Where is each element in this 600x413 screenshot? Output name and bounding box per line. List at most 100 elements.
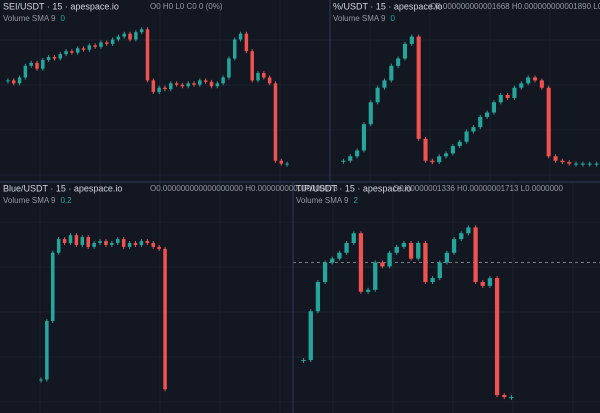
candle: [192, 83, 196, 85]
candle: [464, 131, 469, 142]
ohlc: O0 H0 L0 C0 0 (0%): [150, 2, 223, 11]
candle: [180, 84, 185, 87]
candle: [587, 163, 592, 165]
candle: [444, 252, 450, 263]
candle: [519, 83, 524, 88]
candle: [387, 252, 392, 267]
candle: [567, 162, 572, 164]
candle: [394, 246, 399, 253]
candle: [41, 59, 45, 69]
candle: [92, 243, 96, 247]
candle: [93, 45, 97, 47]
candle: [539, 80, 544, 88]
volume-value: 0.2: [60, 196, 72, 205]
volume-label: Volume SMA 9: [296, 196, 349, 205]
candle: [396, 58, 401, 66]
candle: [110, 39, 115, 44]
candle: [574, 163, 579, 165]
volume-value: 2: [353, 196, 358, 205]
candle: [450, 146, 455, 154]
candle: [68, 235, 73, 243]
candle: [532, 77, 538, 81]
symbol: %/USDT · 15 · apespace.io: [333, 1, 442, 11]
candle: [17, 77, 22, 84]
candle: [80, 237, 85, 245]
candle: [382, 80, 387, 88]
candle: [81, 48, 86, 50]
candle: [256, 73, 260, 81]
candle: [430, 160, 435, 163]
candle: [389, 65, 394, 81]
candle: [169, 83, 173, 90]
candle: [301, 360, 306, 361]
candle: [74, 235, 79, 245]
ohlc: O0.000000000001668 H0.000000000001890 L0…: [430, 2, 600, 11]
candle: [512, 87, 517, 98]
candle: [358, 233, 364, 292]
candle: [215, 83, 220, 87]
candle: [121, 239, 126, 247]
candle: [209, 81, 214, 87]
candle: [75, 48, 80, 53]
candle: [116, 239, 120, 243]
candle: [348, 156, 353, 161]
candle: [39, 379, 43, 381]
candle: [157, 246, 161, 249]
candle: [98, 241, 102, 243]
candle: [380, 262, 385, 267]
candle: [560, 160, 565, 163]
ohlc: O0.000000000000000000 H0.000000000000000…: [150, 184, 338, 193]
candle: [322, 262, 328, 282]
candle: [133, 243, 138, 245]
candle: [437, 262, 442, 279]
candle: [330, 258, 335, 263]
candle: [509, 397, 514, 399]
candle: [466, 227, 471, 234]
candle: [267, 77, 272, 84]
candle: [502, 395, 507, 398]
symbol: SEI/USDT · 15 · apespace.io: [3, 1, 119, 11]
candle: [430, 278, 435, 282]
candle: [308, 311, 313, 360]
candle: [58, 54, 62, 59]
candle: [491, 102, 496, 113]
candle: [99, 42, 103, 47]
candle: [104, 241, 108, 245]
candle: [122, 33, 126, 37]
candle: [70, 51, 74, 53]
candle: [186, 83, 190, 87]
candle: [62, 239, 67, 243]
candle: [227, 58, 231, 78]
candle: [355, 150, 360, 157]
candle: [373, 262, 378, 290]
candle: [444, 153, 449, 157]
symbol: Blue/USDT · 15 · apespace.io: [3, 183, 122, 193]
candle: [337, 252, 342, 259]
candle: [401, 243, 407, 247]
candle: [351, 233, 356, 243]
candle: [361, 124, 366, 151]
candle: [221, 77, 225, 84]
candle: [423, 138, 428, 161]
candle: [423, 243, 428, 282]
candle: [315, 282, 321, 312]
candle: [279, 160, 284, 164]
candle: [238, 33, 243, 40]
candle: [341, 160, 346, 162]
candle: [151, 80, 156, 93]
candle: [408, 243, 414, 259]
candle: [110, 243, 114, 245]
candle: [244, 33, 249, 52]
candle: [157, 87, 161, 93]
candle: [459, 233, 464, 240]
ohlc: O0.00000001336 H0.00000001713 L0.0000000: [393, 184, 563, 193]
candle: [273, 83, 278, 161]
candle: [365, 289, 371, 292]
candle: [498, 95, 503, 103]
candle: [116, 36, 121, 40]
candle: [480, 282, 485, 286]
candle: [134, 32, 138, 40]
candle: [11, 80, 16, 84]
candle: [51, 252, 55, 321]
symbol: TIP/USDT · 15 · apespace.io: [296, 183, 411, 193]
